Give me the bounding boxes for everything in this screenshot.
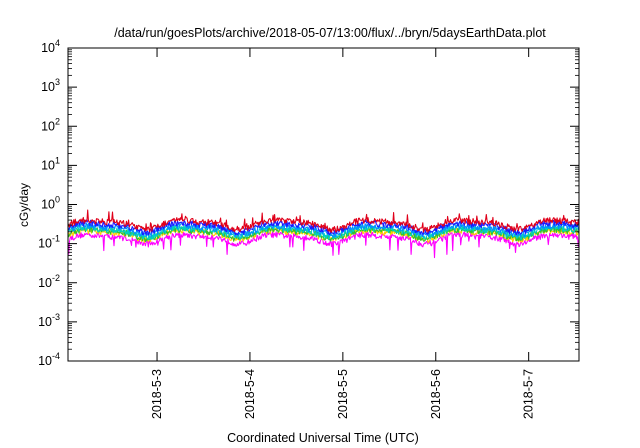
x-axis-label: Coordinated Universal Time (UTC) — [227, 431, 419, 445]
y-tick-label: 100 — [41, 195, 60, 212]
y-tick-label: 101 — [41, 155, 60, 172]
x-tick-label: 2018-5-5 — [336, 369, 350, 419]
y-tick-label: 10-2 — [38, 273, 60, 290]
y-tick-label: 10-4 — [38, 351, 60, 368]
y-tick-label: 10-1 — [38, 234, 60, 251]
series-line — [67, 231, 580, 259]
y-tick-label: 10-3 — [38, 312, 60, 329]
chart-title: /data/run/goesPlots/archive/2018-05-07/1… — [114, 26, 546, 40]
axis-layer: 10-4 10-3 10-2 10-1 100 101 102 103 104 2018-5-3 2… — [38, 38, 579, 419]
x-tick-label: 2018-5-3 — [150, 369, 164, 419]
x-tick-label: 2018-5-7 — [522, 369, 536, 419]
y-axis-label: cGy/day — [17, 183, 31, 227]
y-tick-label: 104 — [41, 38, 60, 55]
y-tick-label: 103 — [41, 77, 60, 94]
x-tick-label: 2018-5-6 — [429, 369, 443, 419]
y-tick-label: 102 — [41, 116, 60, 133]
series-layer — [67, 209, 580, 259]
plot-frame — [67, 47, 580, 362]
x-tick-label: 2018-5-4 — [243, 369, 257, 419]
series-line — [67, 209, 580, 233]
